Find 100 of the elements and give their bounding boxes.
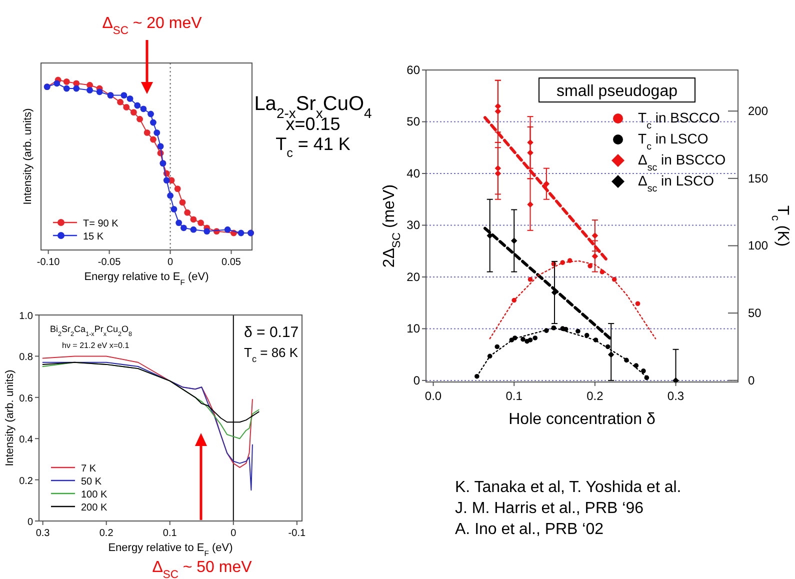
point	[190, 226, 197, 233]
y-tick-label: 50	[406, 114, 420, 129]
y-axis-title: Intensity (arb. units)	[4, 370, 16, 466]
point	[528, 276, 533, 282]
y-tick-label: 0.4	[19, 434, 34, 446]
point	[167, 192, 174, 199]
x-tick-label: -0.05	[98, 257, 122, 268]
point	[184, 209, 191, 216]
x-axis-title: Energy relative to E$_{F}$ (eV)	[108, 542, 233, 558]
text: A. Ino et al., PRB ‘02	[455, 521, 604, 538]
x-tick-label: 0	[168, 257, 174, 268]
point	[123, 104, 130, 110]
point	[154, 130, 160, 136]
point	[527, 201, 534, 208]
point	[140, 106, 147, 112]
x-axis-title: Hole concentration δ	[508, 411, 656, 428]
text: Δ$_{SC}$ ~ 20 meV	[102, 15, 202, 37]
point	[204, 228, 210, 234]
y2-tick-label: 100	[748, 238, 768, 253]
annotation: small pseudogap	[556, 83, 678, 100]
point	[198, 220, 204, 226]
point	[170, 206, 178, 212]
annotation: hν = 21.2 eV x=0.1	[62, 341, 130, 350]
point	[224, 226, 231, 233]
point	[117, 98, 124, 106]
y-tick-label: 40	[406, 166, 420, 180]
point	[150, 136, 156, 143]
point	[635, 301, 640, 306]
y-tick-label: 0	[413, 373, 420, 388]
point	[527, 139, 534, 146]
point	[180, 224, 187, 232]
point	[494, 108, 502, 115]
y-axis-title: Intensity (arb. units)	[22, 108, 34, 205]
point	[543, 180, 550, 187]
y-tick-label: 0.2	[19, 476, 34, 487]
point	[588, 264, 592, 268]
point	[190, 216, 197, 223]
annotation: T$_{c}$ = 86 K	[244, 345, 298, 364]
y2-tick-label: 200	[748, 104, 768, 118]
y-tick-label: 0	[27, 517, 34, 528]
x-tick-label: -0.10	[36, 257, 60, 268]
point	[528, 338, 533, 342]
point	[63, 85, 70, 92]
text: T$_{c}$ = 41 K	[276, 134, 350, 160]
legend-label: Δ$_{sc}$ in LSCO	[638, 172, 714, 194]
point	[494, 170, 502, 177]
y-tick-label: 60	[406, 63, 420, 77]
text: Bi$_{2}$Sr$_{2}$Ca$_{1-x}$Pr$_{x}$Cu$_{2}$O$_{8}$	[50, 324, 132, 338]
point	[163, 177, 170, 184]
point	[176, 220, 182, 226]
x-tick-label: 0.3	[667, 389, 684, 403]
point	[120, 92, 128, 98]
text: J. M. Harris et al., PRB ‘96	[455, 500, 644, 517]
y2-tick-label: 50	[748, 306, 762, 320]
point	[592, 232, 598, 239]
y-tick-label: 10	[406, 322, 420, 336]
point	[63, 78, 70, 85]
legend-label: 100 K	[81, 490, 108, 500]
legend-label: 7 K	[81, 464, 96, 474]
x-axis-title: Energy relative to E$_{F}$ (eV)	[84, 271, 209, 286]
point	[96, 88, 103, 96]
text: K. Tanaka et al, T. Yoshida et al.	[455, 479, 682, 496]
point	[136, 116, 143, 122]
point	[54, 80, 60, 87]
point	[520, 336, 526, 342]
annotation: δ = 0.17	[244, 324, 299, 341]
legend-label: 15 K	[83, 232, 104, 242]
point	[134, 102, 141, 109]
y-tick-label: 0.8	[19, 352, 34, 364]
x-tick-label: -0.1	[288, 528, 306, 539]
y2-tick-label: 150	[748, 171, 768, 186]
y-tick-label: 30	[406, 218, 420, 232]
point	[510, 238, 518, 244]
x-tick-label: 0.3	[36, 528, 50, 539]
x-tick-label: 0.0	[424, 389, 442, 403]
point	[73, 85, 80, 92]
point	[532, 336, 538, 340]
x-tick-label: 0.05	[222, 257, 242, 268]
point	[179, 199, 186, 206]
text: Δ$_{SC}$ ~ 50 meV	[152, 559, 252, 579]
point	[494, 165, 502, 172]
x-tick-label: 0.1	[506, 389, 523, 403]
legend-label: T$_{c}$ in LSCO	[638, 130, 708, 152]
point	[130, 109, 137, 116]
x-tick-label: 0	[230, 528, 237, 539]
point	[148, 110, 154, 118]
point	[86, 87, 93, 94]
line-series	[42, 362, 253, 491]
legend-label: 200 K	[81, 502, 108, 514]
point	[576, 328, 580, 334]
point	[527, 150, 534, 156]
point	[144, 130, 150, 136]
point	[174, 186, 181, 192]
x-tick-label: 0.1	[162, 528, 178, 539]
y2-tick-label: 0	[748, 373, 755, 388]
point	[592, 253, 598, 260]
x-tick-label: 0.2	[586, 389, 604, 403]
y-tick-label: 20	[406, 270, 420, 284]
point	[494, 344, 500, 350]
legend-label: Δ$_{sc}$ in BSCCO	[638, 152, 726, 173]
